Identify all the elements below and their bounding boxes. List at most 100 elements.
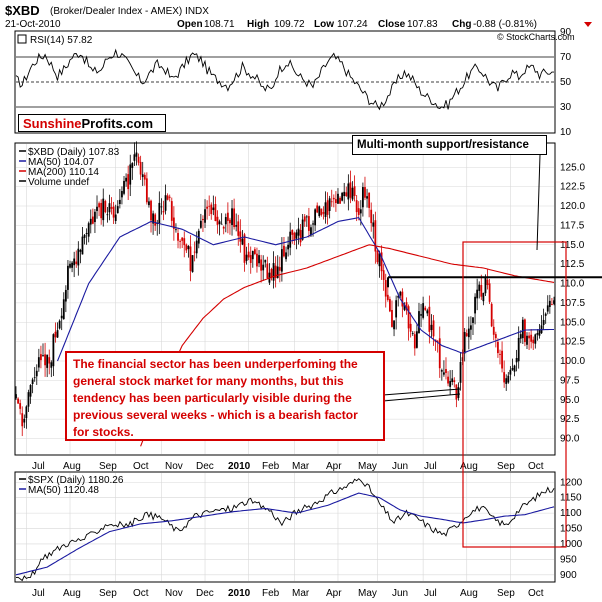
chart-header: $XBD (Broker/Dealer Index - AMEX) INDX 2… xyxy=(5,3,592,42)
logo-part1: Sunshine xyxy=(23,116,82,131)
candle-body xyxy=(141,174,144,178)
candle-body xyxy=(459,361,462,383)
candle-body xyxy=(40,354,42,361)
candle-body xyxy=(416,331,418,348)
candle-body xyxy=(542,319,545,326)
candle-body xyxy=(403,305,406,310)
spx-layer xyxy=(15,478,555,582)
candle-body xyxy=(15,394,17,399)
sunshine-profits-logo: SunshineProfits.com xyxy=(18,114,166,132)
candle-body xyxy=(413,334,416,349)
price-tick-label: 95.0 xyxy=(560,395,580,406)
candle-body xyxy=(133,154,136,161)
candle-body xyxy=(191,255,194,273)
candle-body xyxy=(121,191,123,198)
candle-body xyxy=(507,375,510,383)
candle-body xyxy=(218,221,221,225)
label-pointer-line xyxy=(536,154,541,251)
spx-tick-label: 1200 xyxy=(560,477,583,488)
candle-body xyxy=(210,204,213,215)
candle-body xyxy=(102,198,105,221)
spx-x-label: Jul xyxy=(424,588,437,599)
candle-body xyxy=(393,320,395,330)
candle-body xyxy=(345,192,348,197)
date: 21-Oct-2010 xyxy=(5,19,61,30)
rsi-legend-icon xyxy=(17,34,27,44)
spx-tick-label: 900 xyxy=(560,570,577,581)
candle-body xyxy=(195,240,198,254)
spx-legend-entry: $SPX (Daily) 1180.26 xyxy=(28,475,124,486)
logo-part2: Profits.com xyxy=(81,116,154,131)
candle-body xyxy=(339,197,341,204)
candle-body xyxy=(260,259,263,271)
candle-body xyxy=(405,302,408,311)
price-x-label: Jul xyxy=(32,461,45,472)
candle-body xyxy=(91,216,94,224)
rsi-tick-label: 30 xyxy=(560,102,572,113)
rsi-series-line xyxy=(15,48,554,111)
candle-body xyxy=(351,187,354,200)
candle-body xyxy=(150,200,152,221)
candle-body xyxy=(418,311,420,334)
candle-body xyxy=(127,174,130,190)
price-tick-label: 120.0 xyxy=(560,201,585,212)
spx-x-label: Sep xyxy=(497,588,515,599)
high-value: 109.72 xyxy=(274,19,305,30)
candle-body xyxy=(399,291,402,296)
rsi-tick-label: 10 xyxy=(560,127,572,138)
candle-body xyxy=(253,249,256,255)
candle-body xyxy=(465,333,468,337)
price-legend-entry: Volume undef xyxy=(28,177,89,188)
candle-body xyxy=(164,195,167,211)
candle-body xyxy=(355,200,358,213)
candle-body xyxy=(52,334,55,367)
candle-body xyxy=(148,201,150,206)
spx-x-label: Oct xyxy=(133,588,149,599)
ma200-line xyxy=(140,244,555,447)
candle-body xyxy=(368,192,371,208)
candle-body xyxy=(337,193,339,204)
spx-x-label: May xyxy=(358,588,377,599)
candle-body xyxy=(492,326,495,335)
candle-body xyxy=(199,220,202,228)
candle-body xyxy=(110,207,113,209)
open-value: 108.71 xyxy=(204,19,235,30)
candle-body xyxy=(33,377,36,379)
candle-body xyxy=(534,334,537,344)
candle-body xyxy=(553,300,555,304)
price-tick-label: 107.5 xyxy=(560,298,585,309)
candle-body xyxy=(326,200,329,215)
candle-body xyxy=(341,192,344,201)
candle-body xyxy=(374,220,377,252)
annotation-box: The financial sector has been underperfo… xyxy=(65,351,385,441)
candle-body xyxy=(505,378,508,384)
price-x-label: 2010 xyxy=(228,461,251,472)
candle-body xyxy=(168,196,171,198)
spx-x-label: Jun xyxy=(392,588,408,599)
candle-body xyxy=(457,387,460,398)
candle-body xyxy=(79,250,82,252)
candle-body xyxy=(50,362,53,368)
low-label: Low xyxy=(314,19,334,30)
spx-x-label: Sep xyxy=(99,588,117,599)
spx-tick-label: 1150 xyxy=(560,493,582,504)
candle-body xyxy=(386,294,389,300)
candle-body xyxy=(391,309,393,327)
candle-body xyxy=(388,299,391,312)
candle-body xyxy=(106,214,109,216)
candle-body xyxy=(179,241,182,242)
price-x-label: Jul xyxy=(424,461,437,472)
candle-body xyxy=(310,227,312,236)
price-tick-label: 117.5 xyxy=(560,220,585,231)
price-tick-label: 112.5 xyxy=(560,259,585,270)
candle-body xyxy=(21,413,24,427)
candle-body xyxy=(451,378,454,383)
candle-body xyxy=(538,329,541,336)
candle-body xyxy=(312,223,314,225)
spx-x-label: Nov xyxy=(165,588,183,599)
candle-body xyxy=(187,245,190,250)
candle-body xyxy=(436,340,439,342)
candle-body xyxy=(366,196,368,199)
candle-body xyxy=(54,331,57,338)
candle-body xyxy=(58,320,61,329)
